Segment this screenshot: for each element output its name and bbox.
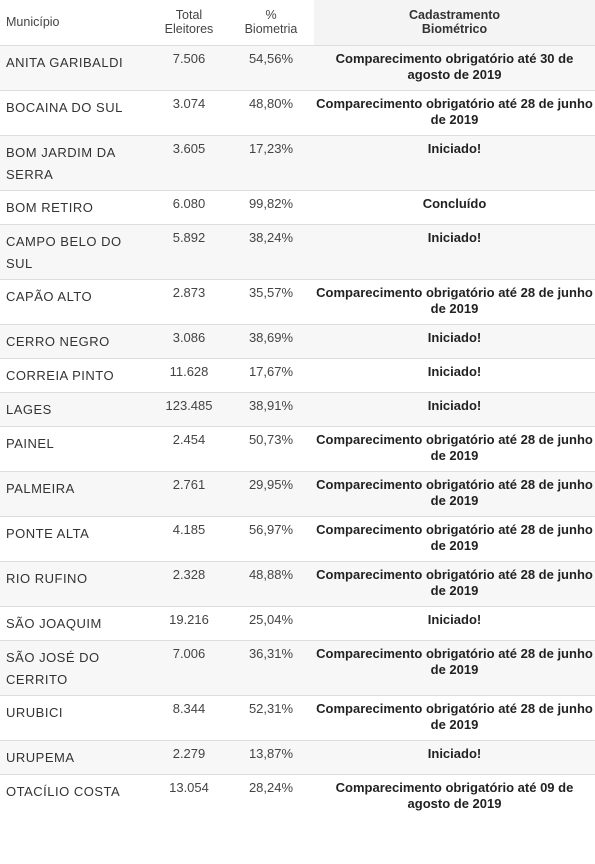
percent-biometria-cell: 29,95% <box>228 470 314 516</box>
municipio-cell: SÃO JOSÉ DO CERRITO <box>0 639 150 695</box>
municipio-cell: CERRO NEGRO <box>0 323 150 358</box>
total-eleitores-cell: 2.873 <box>150 278 228 324</box>
table-row: CAPÃO ALTO 2.873 35,57% Comparecimento obri… <box>0 278 595 324</box>
municipio-cell: PAINEL <box>0 425 150 471</box>
table-row: CORREIA PINTO 11.628 17,67% Iniciado! <box>0 357 595 392</box>
percent-biometria-cell: 48,80% <box>228 89 314 135</box>
table-row: BOM RETIRO 6.080 99,82% Concluído <box>0 189 595 224</box>
municipio-cell: RIO RUFINO <box>0 560 150 606</box>
cadastramento-status-cell: Comparecimento obrigatório até 28 de jun… <box>314 515 595 561</box>
municipio-cell: BOM RETIRO <box>0 189 150 224</box>
cadastramento-status-cell: Comparecimento obrigatório até 30 de ago… <box>314 44 595 90</box>
cadastramento-status-cell: Comparecimento obrigatório até 28 de jun… <box>314 89 595 135</box>
table-row: URUBICI 8.344 52,31% Comparecimento obrigat… <box>0 694 595 740</box>
header-total-eleitores: Total Eleitores <box>150 0 228 45</box>
table-row: BOM JARDIM DA SERRA 3.605 17,23% Iniciado! <box>0 134 595 190</box>
municipio-cell: LAGES <box>0 391 150 426</box>
cadastramento-status-cell: Concluído <box>314 189 595 224</box>
percent-biometria-cell: 52,31% <box>228 694 314 740</box>
total-eleitores-cell: 19.216 <box>150 605 228 640</box>
header-municipio: Município <box>0 0 150 45</box>
table-row: SÃO JOSÉ DO CERRITO 7.006 36,31% Comparecim… <box>0 639 595 695</box>
total-eleitores-cell: 13.054 <box>150 773 228 819</box>
cadastramento-status-cell: Iniciado! <box>314 357 595 392</box>
municipio-cell: ANITA GARIBALDI <box>0 44 150 90</box>
table-row: CAMPO BELO DO SUL 5.892 38,24% Iniciado! <box>0 223 595 279</box>
table-row: PALMEIRA 2.761 29,95% Comparecimento obriga… <box>0 470 595 516</box>
table-header-row: Município Total Eleitores % Biometria Cada… <box>0 0 595 45</box>
percent-biometria-cell: 38,91% <box>228 391 314 426</box>
total-eleitores-cell: 3.086 <box>150 323 228 358</box>
percent-biometria-cell: 38,69% <box>228 323 314 358</box>
cadastramento-status-cell: Comparecimento obrigatório até 28 de jun… <box>314 425 595 471</box>
percent-biometria-cell: 17,67% <box>228 357 314 392</box>
percent-biometria-cell: 17,23% <box>228 134 314 190</box>
municipio-cell: URUPEMA <box>0 739 150 774</box>
table-row: URUPEMA 2.279 13,87% Iniciado! <box>0 739 595 774</box>
percent-biometria-cell: 25,04% <box>228 605 314 640</box>
cadastramento-status-cell: Iniciado! <box>314 223 595 279</box>
total-eleitores-cell: 2.454 <box>150 425 228 471</box>
total-eleitores-cell: 123.485 <box>150 391 228 426</box>
percent-biometria-cell: 56,97% <box>228 515 314 561</box>
table-row: LAGES 123.485 38,91% Iniciado! <box>0 391 595 426</box>
cadastramento-status-cell: Iniciado! <box>314 323 595 358</box>
biometric-registration-table: Município Total Eleitores % Biometria Cada… <box>0 0 595 819</box>
total-eleitores-cell: 6.080 <box>150 189 228 224</box>
percent-biometria-cell: 48,88% <box>228 560 314 606</box>
percent-biometria-cell: 13,87% <box>228 739 314 774</box>
percent-biometria-cell: 36,31% <box>228 639 314 695</box>
total-eleitores-cell: 3.605 <box>150 134 228 190</box>
cadastramento-status-cell: Comparecimento obrigatório até 28 de jun… <box>314 694 595 740</box>
header-cadastramento: Cadastramento Biométrico <box>314 0 595 45</box>
municipio-cell: PONTE ALTA <box>0 515 150 561</box>
municipio-cell: OTACÍLIO COSTA <box>0 773 150 819</box>
municipio-cell: BOM JARDIM DA SERRA <box>0 134 150 190</box>
header-percent-biometria: % Biometria <box>228 0 314 45</box>
cadastramento-status-cell: Iniciado! <box>314 605 595 640</box>
total-eleitores-cell: 11.628 <box>150 357 228 392</box>
total-eleitores-cell: 5.892 <box>150 223 228 279</box>
percent-biometria-cell: 50,73% <box>228 425 314 471</box>
municipio-cell: CAPÃO ALTO <box>0 278 150 324</box>
percent-biometria-cell: 35,57% <box>228 278 314 324</box>
total-eleitores-cell: 2.761 <box>150 470 228 516</box>
cadastramento-status-cell: Comparecimento obrigatório até 28 de jun… <box>314 639 595 695</box>
municipio-cell: CAMPO BELO DO SUL <box>0 223 150 279</box>
table-row: OTACÍLIO COSTA 13.054 28,24% Comparecimento… <box>0 773 595 819</box>
table-row: PAINEL 2.454 50,73% Comparecimento obrigató… <box>0 425 595 471</box>
total-eleitores-cell: 8.344 <box>150 694 228 740</box>
municipio-cell: SÃO JOAQUIM <box>0 605 150 640</box>
total-eleitores-cell: 4.185 <box>150 515 228 561</box>
cadastramento-status-cell: Comparecimento obrigatório até 09 de ago… <box>314 773 595 819</box>
municipio-cell: BOCAINA DO SUL <box>0 89 150 135</box>
cadastramento-status-cell: Comparecimento obrigatório até 28 de jun… <box>314 560 595 606</box>
table-row: ANITA GARIBALDI 7.506 54,56% Comparecimento… <box>0 44 595 90</box>
table-row: RIO RUFINO 2.328 48,88% Comparecimento obri… <box>0 560 595 606</box>
cadastramento-status-cell: Iniciado! <box>314 739 595 774</box>
percent-biometria-cell: 28,24% <box>228 773 314 819</box>
table-row: PONTE ALTA 4.185 56,97% Comparecimento obri… <box>0 515 595 561</box>
total-eleitores-cell: 2.328 <box>150 560 228 606</box>
cadastramento-status-cell: Comparecimento obrigatório até 28 de jun… <box>314 470 595 516</box>
cadastramento-status-cell: Iniciado! <box>314 134 595 190</box>
municipio-cell: PALMEIRA <box>0 470 150 516</box>
cadastramento-status-cell: Iniciado! <box>314 391 595 426</box>
table-row: CERRO NEGRO 3.086 38,69% Iniciado! <box>0 323 595 358</box>
percent-biometria-cell: 99,82% <box>228 189 314 224</box>
municipio-cell: CORREIA PINTO <box>0 357 150 392</box>
total-eleitores-cell: 2.279 <box>150 739 228 774</box>
municipio-cell: URUBICI <box>0 694 150 740</box>
table-row: BOCAINA DO SUL 3.074 48,80% Comparecimento … <box>0 89 595 135</box>
total-eleitores-cell: 7.006 <box>150 639 228 695</box>
total-eleitores-cell: 7.506 <box>150 44 228 90</box>
percent-biometria-cell: 54,56% <box>228 44 314 90</box>
total-eleitores-cell: 3.074 <box>150 89 228 135</box>
percent-biometria-cell: 38,24% <box>228 223 314 279</box>
table-row: SÃO JOAQUIM 19.216 25,04% Iniciado! <box>0 605 595 640</box>
cadastramento-status-cell: Comparecimento obrigatório até 28 de jun… <box>314 278 595 324</box>
